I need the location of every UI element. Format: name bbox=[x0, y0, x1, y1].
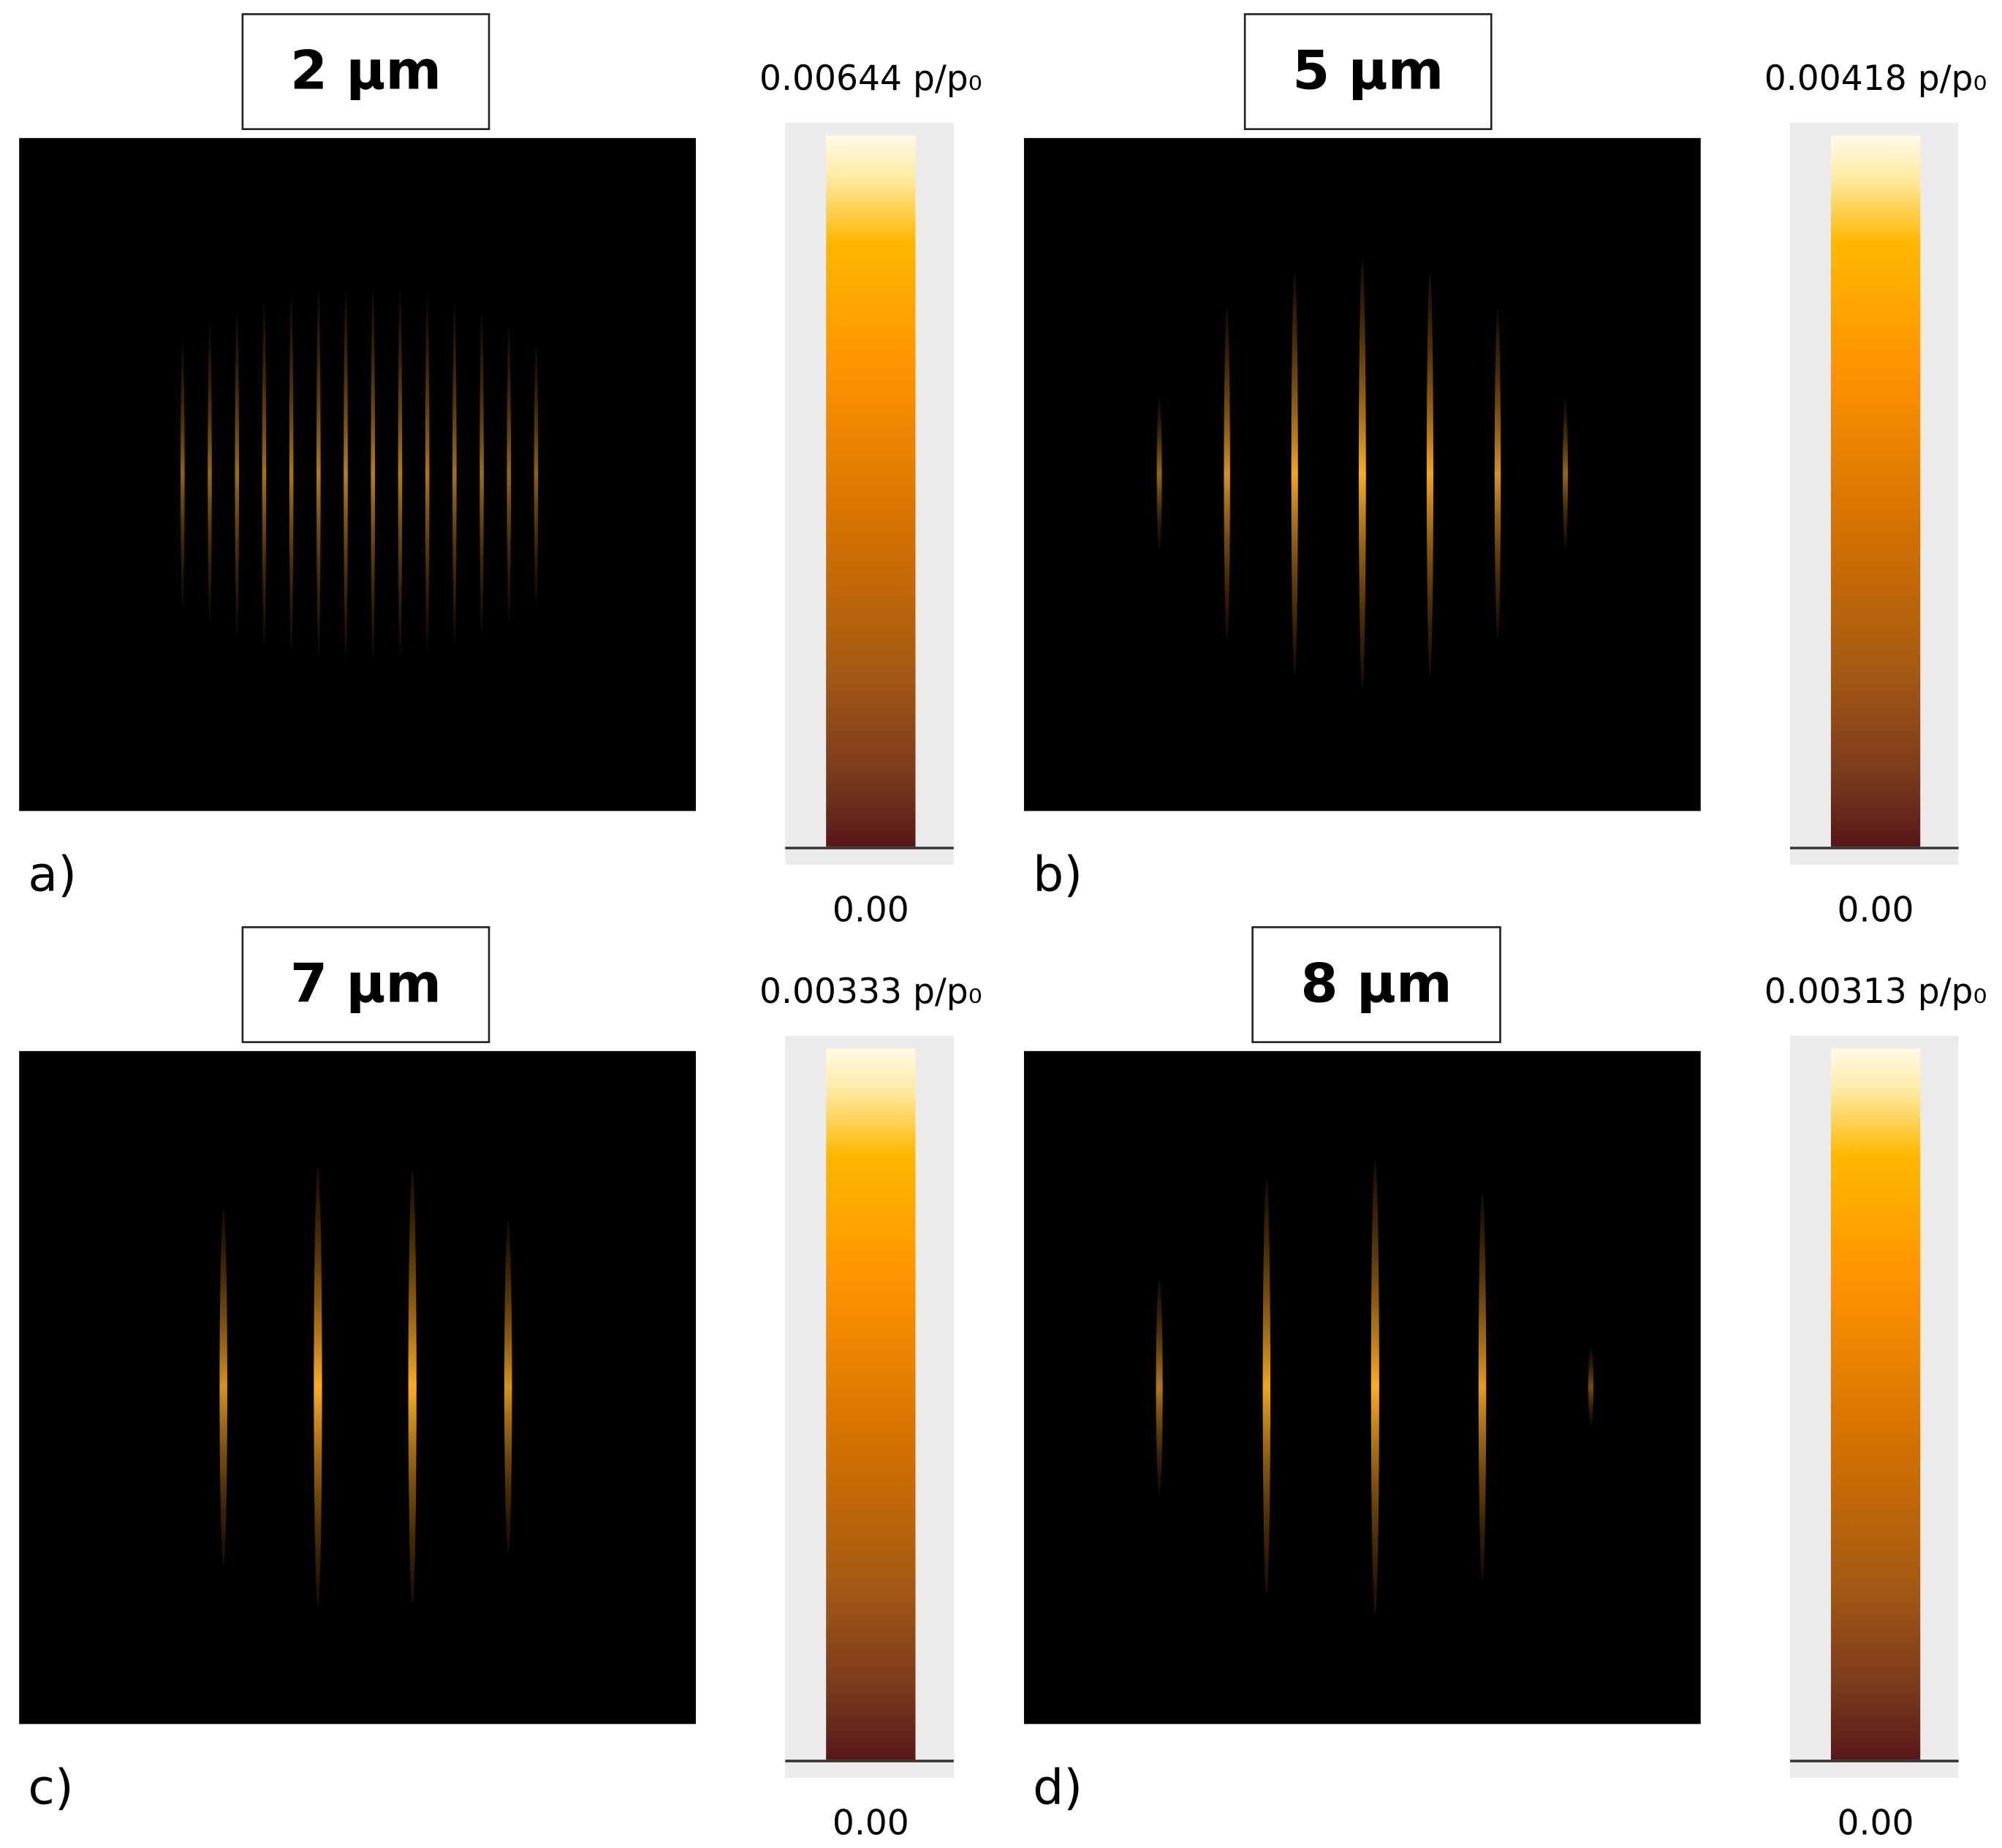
fringe bbox=[408, 1170, 417, 1605]
panel-title: 5 µm bbox=[1292, 40, 1444, 102]
fringe bbox=[208, 322, 212, 625]
image bbox=[19, 137, 697, 811]
colorbar-min: 0.00 bbox=[1838, 890, 1914, 930]
fringe bbox=[1370, 1159, 1379, 1615]
colorbar bbox=[1830, 135, 1921, 847]
fringe bbox=[1224, 308, 1230, 640]
panel: 2 µm a) 0.00644 p/p₀ 0.00 bbox=[19, 13, 982, 930]
fringe bbox=[314, 1167, 322, 1607]
fringe bbox=[1494, 308, 1501, 640]
fringe bbox=[1358, 259, 1366, 689]
title-box bbox=[1251, 926, 1501, 1043]
panel: 5 µm b) 0.00418 p/p₀ 0.00 bbox=[1023, 13, 1987, 930]
fringe bbox=[1156, 397, 1162, 551]
title-box bbox=[241, 926, 490, 1043]
fringe bbox=[1291, 272, 1298, 676]
fringe bbox=[1156, 1278, 1163, 1496]
title-box bbox=[1243, 13, 1493, 130]
colorbar-min: 0.00 bbox=[833, 890, 909, 930]
colorbar-max: 0.00418 p/p₀ bbox=[1764, 58, 1987, 99]
fringe bbox=[504, 1221, 512, 1553]
panel-title: 2 µm bbox=[290, 40, 441, 102]
fringe bbox=[1588, 1346, 1594, 1428]
colorbar-max: 0.00333 p/p₀ bbox=[759, 972, 982, 1012]
fringe bbox=[235, 310, 240, 637]
fringe bbox=[289, 294, 294, 654]
colorbar-max: 0.00644 p/p₀ bbox=[759, 58, 982, 99]
fringe bbox=[262, 300, 267, 647]
colorbar bbox=[826, 1048, 916, 1760]
colorbar bbox=[1830, 1048, 1921, 1760]
fringe bbox=[1563, 397, 1569, 551]
image bbox=[19, 1050, 697, 1724]
fringe bbox=[180, 339, 185, 608]
panel-title: 8 µm bbox=[1301, 953, 1452, 1015]
image bbox=[1023, 1050, 1701, 1724]
title-box bbox=[241, 13, 490, 130]
fringe bbox=[398, 289, 403, 658]
fringe bbox=[1478, 1192, 1487, 1581]
panel-title: 7 µm bbox=[290, 953, 441, 1015]
fringe bbox=[344, 287, 348, 660]
colorbar-min: 0.00 bbox=[833, 1803, 909, 1843]
panel: 7 µm c) 0.00333 p/p₀ 0.00 bbox=[19, 926, 982, 1843]
colorbar-max: 0.00313 p/p₀ bbox=[1764, 972, 1987, 1012]
fringe bbox=[371, 287, 376, 660]
panel: 8 µm d) 0.00313 p/p₀ 0.00 bbox=[1023, 926, 1987, 1843]
fringe bbox=[425, 294, 430, 654]
panel-label: d) bbox=[1033, 1758, 1082, 1815]
panel-label: c) bbox=[28, 1758, 73, 1815]
fringe bbox=[316, 289, 321, 659]
colorbar-min: 0.00 bbox=[1838, 1803, 1914, 1843]
fringe bbox=[452, 301, 457, 647]
fringe bbox=[219, 1208, 227, 1566]
fringe bbox=[479, 311, 484, 637]
fringe bbox=[1262, 1178, 1271, 1595]
panel-label: a) bbox=[28, 845, 77, 902]
fringe bbox=[1426, 272, 1433, 676]
fringe bbox=[507, 323, 512, 624]
panel-label: b) bbox=[1033, 845, 1082, 902]
fringe bbox=[534, 340, 539, 607]
colorbar bbox=[826, 135, 916, 847]
